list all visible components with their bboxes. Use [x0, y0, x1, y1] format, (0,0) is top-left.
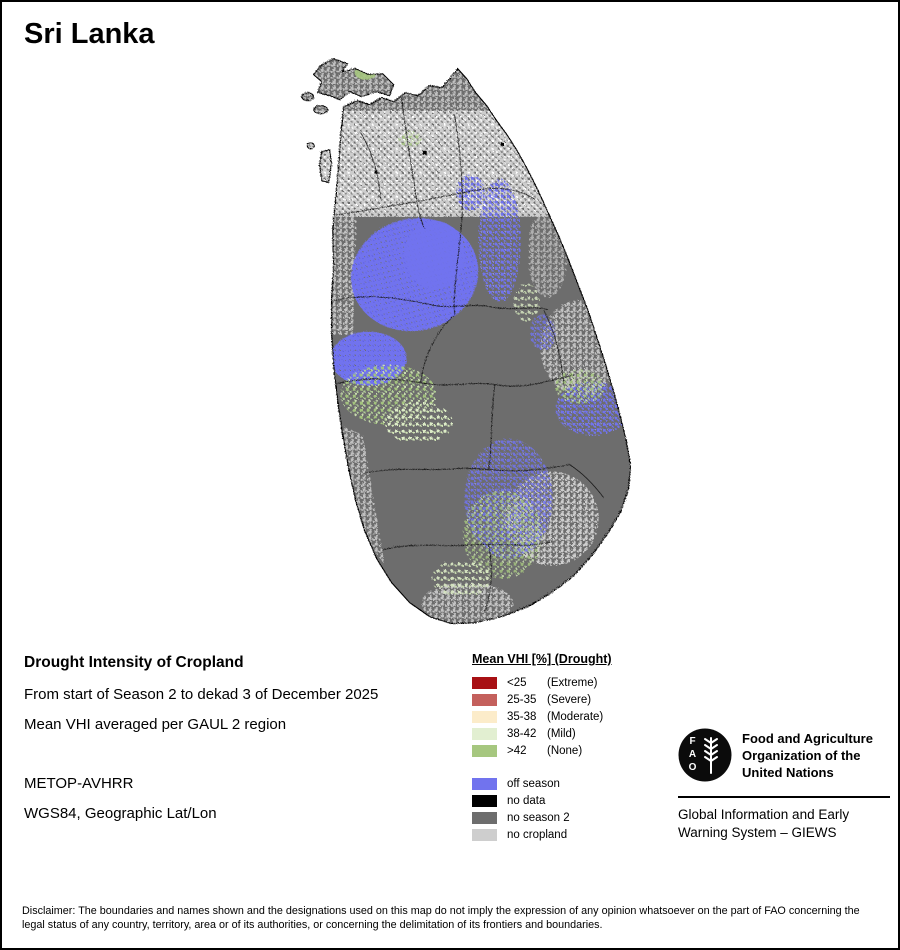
legend-swatch-off-season [472, 777, 497, 790]
map-aggregation-line: Mean VHI averaged per GAUL 2 region [24, 716, 287, 733]
legend-level: (Moderate) [547, 710, 604, 723]
legend-row-no-season-2: no season 2 [472, 809, 687, 826]
legend-swatch-mild [472, 727, 497, 740]
legend-swatch-none [472, 744, 497, 757]
cropland-raster [301, 58, 630, 623]
legend-swatch-severe [472, 693, 497, 706]
legend-row-none: >42 (None) [472, 742, 687, 759]
legend-label: no data [507, 794, 546, 807]
disclaimer-text: Disclaimer: The boundaries and names sho… [22, 905, 860, 931]
legend-level: (Extreme) [547, 676, 598, 689]
legend-level: (None) [547, 744, 583, 757]
map-legend: Mean VHI [%] (Drought) <25 (Extreme) 25-… [472, 652, 687, 843]
coastline-outline [300, 57, 631, 624]
legend-range: 38-42 [507, 727, 537, 740]
legend-label: no season 2 [507, 811, 570, 824]
legend-row-no-data: no data [472, 792, 687, 809]
legend-swatch-no-season-2 [472, 811, 497, 824]
legend-row-severe: 25-35 (Severe) [472, 691, 687, 708]
legend-range: <25 [507, 676, 527, 689]
organization-block: FAO Food and Agriculture Organization of… [678, 728, 892, 842]
legend-level: (Severe) [547, 693, 592, 706]
fao-logo-icon: FAO [678, 728, 732, 782]
legend-level: (Mild) [547, 727, 576, 740]
legend-title: Mean VHI [%] (Drought) [472, 652, 612, 666]
legend-swatch-extreme [472, 676, 497, 689]
district-boundaries [331, 96, 604, 612]
organization-divider [678, 796, 890, 798]
map-sensor-line: METOP-AVHRR [24, 775, 134, 792]
map-description: Drought Intensity of Cropland From start… [24, 654, 378, 823]
legend-row-no-cropland: no cropland [472, 826, 687, 843]
legend-label: no cropland [507, 828, 568, 841]
map-period-line: From start of Season 2 to dekad 3 of Dec… [24, 686, 379, 703]
legend-label: off season [507, 777, 560, 790]
legend-swatch-moderate [472, 710, 497, 723]
page-title: Sri Lanka [24, 18, 155, 50]
legend-swatch-no-data [472, 794, 497, 807]
fao-logo-letters: FAO [687, 736, 698, 775]
legend-range: 25-35 [507, 693, 537, 706]
organization-name: Food and Agriculture Organization of the… [742, 731, 873, 780]
legend-swatch-no-cropland [472, 828, 497, 841]
map-subject-heading: Drought Intensity of Cropland [24, 654, 244, 671]
legend-class-group: off season no data no season 2 no cropla… [472, 775, 687, 843]
legend-range: 35-38 [507, 710, 537, 723]
legend-row-mild: 38-42 (Mild) [472, 725, 687, 742]
sri-lanka-map [300, 57, 631, 624]
giews-system-name: Global Information and Early Warning Sys… [678, 807, 850, 840]
legend-row-extreme: <25 (Extreme) [472, 674, 687, 691]
map-projection-line: WGS84, Geographic Lat/Lon [24, 805, 217, 822]
legend-range: >42 [507, 744, 527, 757]
legend-row-off-season: off season [472, 775, 687, 792]
legend-row-moderate: 35-38 (Moderate) [472, 708, 687, 725]
